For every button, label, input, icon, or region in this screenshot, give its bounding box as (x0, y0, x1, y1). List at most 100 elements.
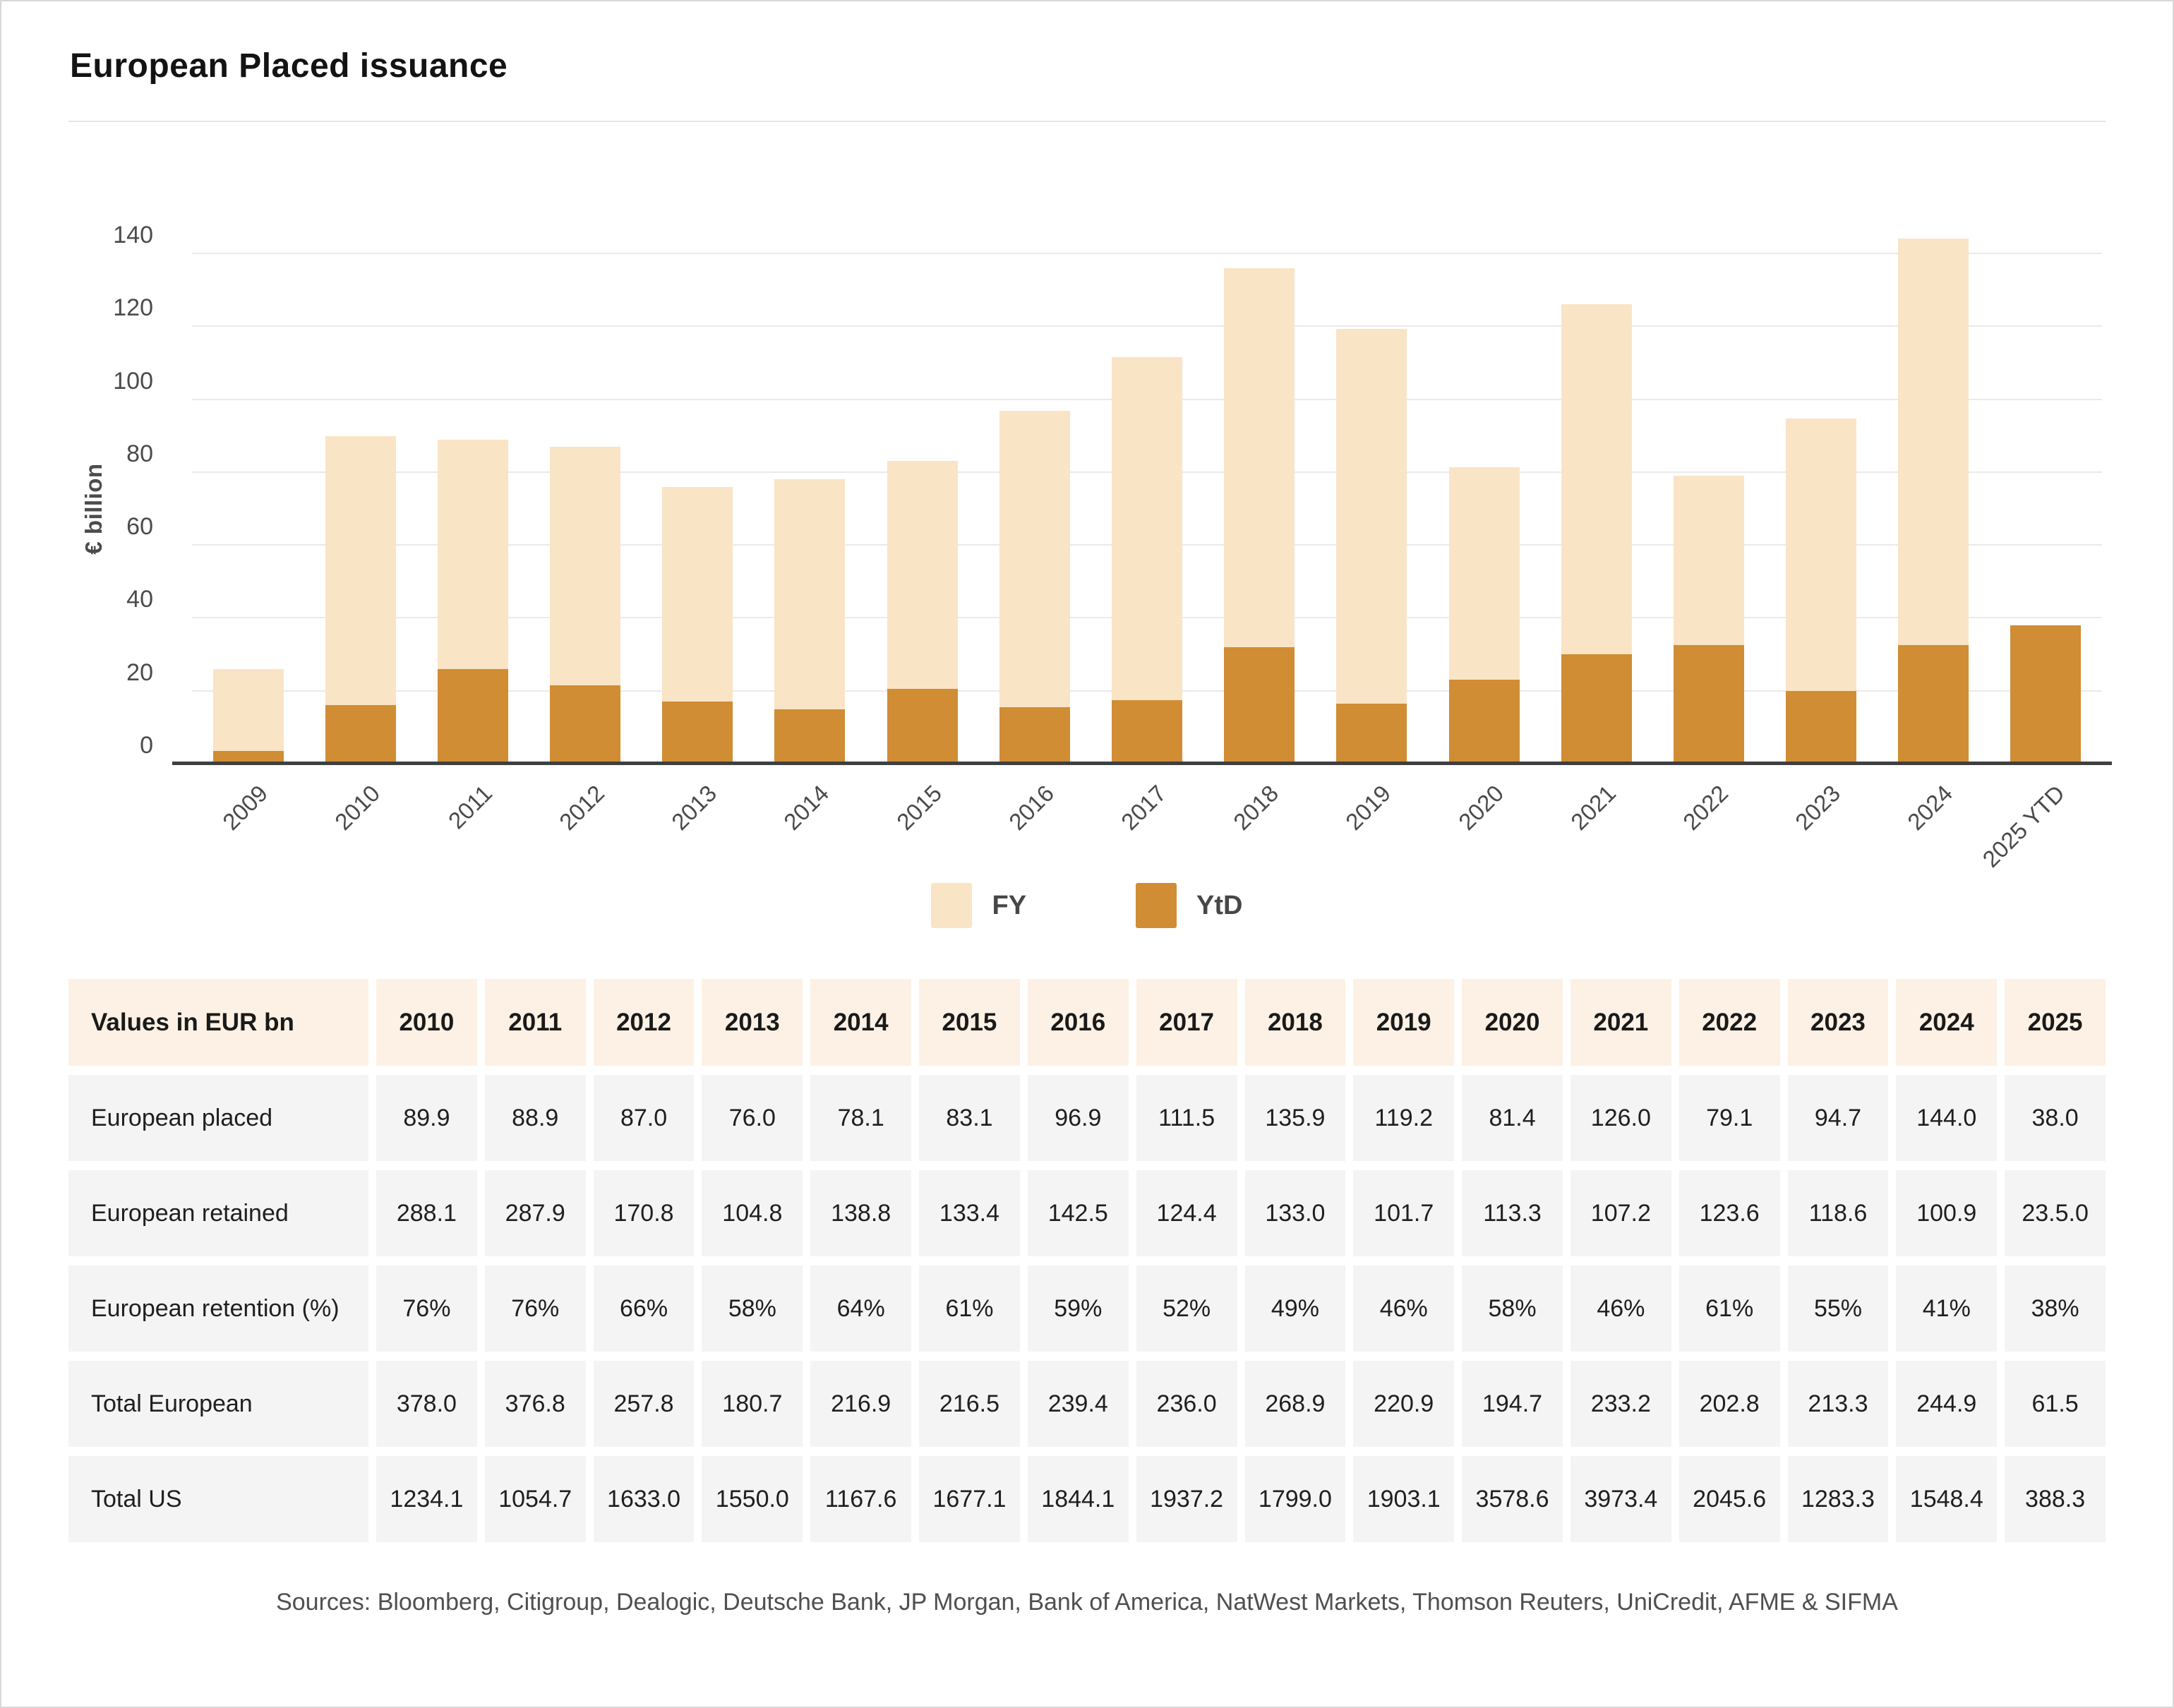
table-cell: 124.4 (1136, 1170, 1237, 1256)
table-cell: 268.9 (1244, 1361, 1346, 1447)
table-cell: 66% (593, 1265, 695, 1352)
x-axis-line (172, 762, 2112, 765)
table-row-label: European placed (68, 1075, 368, 1161)
ytd-bar-2013 (662, 702, 733, 764)
x-axis-label-2013: 2013 (666, 780, 722, 836)
table-header-2025: 2025 (2005, 979, 2106, 1066)
ytd-bar-2025 YTD (2010, 625, 2082, 764)
table-header-2024: 2024 (1896, 979, 1998, 1066)
x-axis-label-2022: 2022 (1677, 780, 1734, 836)
table-cell: 111.5 (1136, 1075, 1237, 1161)
bar-group-2009 (192, 253, 304, 764)
table-cell: 23.5.0 (2005, 1170, 2106, 1256)
x-axis-label-2015: 2015 (891, 780, 947, 836)
table-cell: 89.9 (376, 1075, 477, 1161)
fy-bar-2016 (999, 410, 1070, 764)
table-cell: 144.0 (1896, 1075, 1998, 1161)
x-axis-label-2010: 2010 (329, 780, 385, 836)
table-cell: 38.0 (2005, 1075, 2106, 1161)
table-header-label: Values in EUR bn (68, 979, 368, 1066)
ytd-bar-2014 (774, 709, 846, 764)
values-table: Values in EUR bn 2010 2011 2012 2013 2014 2015… (68, 979, 2106, 1542)
table-cell: 1548.4 (1896, 1456, 1998, 1542)
bar-group-2011 (416, 253, 529, 764)
y-tick-label-0: 0 (140, 732, 153, 759)
table-cell: 244.9 (1896, 1361, 1998, 1447)
legend-label-fy: FY (992, 890, 1027, 920)
table-cell: 46% (1353, 1265, 1455, 1352)
table-cell: 55% (1787, 1265, 1889, 1352)
table-header-2019: 2019 (1353, 979, 1455, 1066)
table-row-label: Total European (68, 1361, 368, 1447)
table-cell: 133.4 (919, 1170, 1020, 1256)
ytd-bar-2015 (887, 689, 958, 764)
table-cell: 288.1 (376, 1170, 477, 1256)
bar-group-2024 (1878, 239, 1990, 764)
table-cell: 76.0 (702, 1075, 803, 1161)
bar-group-2018 (1203, 253, 1316, 764)
x-axis-label-2012: 2012 (554, 780, 610, 836)
table-cell: 61% (1678, 1265, 1780, 1352)
table-cell: 58% (1462, 1265, 1563, 1352)
fy-bar-2017 (1111, 357, 1182, 764)
table-row-label: European retained (68, 1170, 368, 1256)
legend-swatch-fy (931, 883, 973, 928)
table-cell: 101.7 (1353, 1170, 1455, 1256)
bar-group-2013 (642, 253, 754, 764)
table-cell: 170.8 (593, 1170, 695, 1256)
table-cell: 119.2 (1353, 1075, 1455, 1161)
table-cell: 58% (702, 1265, 803, 1352)
table-cell: 1234.1 (376, 1456, 477, 1542)
table-cell: 1937.2 (1136, 1456, 1237, 1542)
table-cell: 1550.0 (702, 1456, 803, 1542)
table-cell: 59% (1027, 1265, 1129, 1352)
table-cell: 88.9 (484, 1075, 586, 1161)
table-cell: 1054.7 (484, 1456, 586, 1542)
bar-group-2021 (1540, 253, 1652, 764)
y-tick-label-120: 120 (113, 294, 153, 322)
x-axis-label-2024: 2024 (1902, 780, 1958, 836)
x-axis-label-2014: 2014 (779, 780, 834, 836)
chart-legend: FY YtD (68, 883, 2106, 928)
table-cell: 1283.3 (1787, 1456, 1889, 1542)
page-title: European Placed issuance (70, 47, 508, 85)
table-header-2011: 2011 (484, 979, 586, 1066)
table-cell: 388.3 (2005, 1456, 2106, 1542)
table-header-2018: 2018 (1244, 979, 1346, 1066)
table-cell: 1799.0 (1244, 1456, 1346, 1542)
table-row-label: European retention (%) (68, 1265, 368, 1352)
title-divider (68, 121, 2106, 122)
ytd-bar-2019 (1336, 703, 1407, 764)
table-cell: 2045.6 (1678, 1456, 1780, 1542)
table-cell: 49% (1244, 1265, 1346, 1352)
table-cell: 96.9 (1027, 1075, 1129, 1161)
bar-group-2014 (754, 253, 866, 764)
ytd-bar-2012 (550, 685, 621, 764)
table-cell: 1903.1 (1353, 1456, 1455, 1542)
table-cell: 87.0 (593, 1075, 695, 1161)
table-cell: 83.1 (919, 1075, 1020, 1161)
sources-note: Sources: Bloomberg, Citigroup, Dealogic,… (276, 1589, 1898, 1616)
table-cell: 78.1 (810, 1075, 912, 1161)
table-header-2016: 2016 (1027, 979, 1129, 1066)
bar-group-2016 (978, 253, 1091, 764)
y-tick-label-100: 100 (113, 367, 153, 395)
bar-group-2022 (1652, 253, 1765, 764)
table-header-2023: 2023 (1787, 979, 1889, 1066)
table-header-2014: 2014 (810, 979, 912, 1066)
ytd-bar-2011 (437, 668, 508, 764)
table-cell: 213.3 (1787, 1361, 1889, 1447)
table-cell: 104.8 (702, 1170, 803, 1256)
bar-group-2023 (1765, 253, 1877, 764)
table-cell: 287.9 (484, 1170, 586, 1256)
table-cell: 1844.1 (1027, 1456, 1129, 1542)
x-axis-label-2011: 2011 (443, 780, 498, 834)
ytd-bar-2024 (1898, 645, 1969, 764)
table-cell: 3973.4 (1570, 1456, 1671, 1542)
table-cell: 126.0 (1570, 1075, 1671, 1161)
x-axis-label-2020: 2020 (1453, 780, 1508, 836)
ytd-bar-2023 (1786, 690, 1857, 764)
table-cell: 38% (2005, 1265, 2106, 1352)
plot-area: € billion 0 20 40 60 80 100 120 140 (80, 222, 2112, 765)
bar-group-2015 (866, 253, 978, 764)
